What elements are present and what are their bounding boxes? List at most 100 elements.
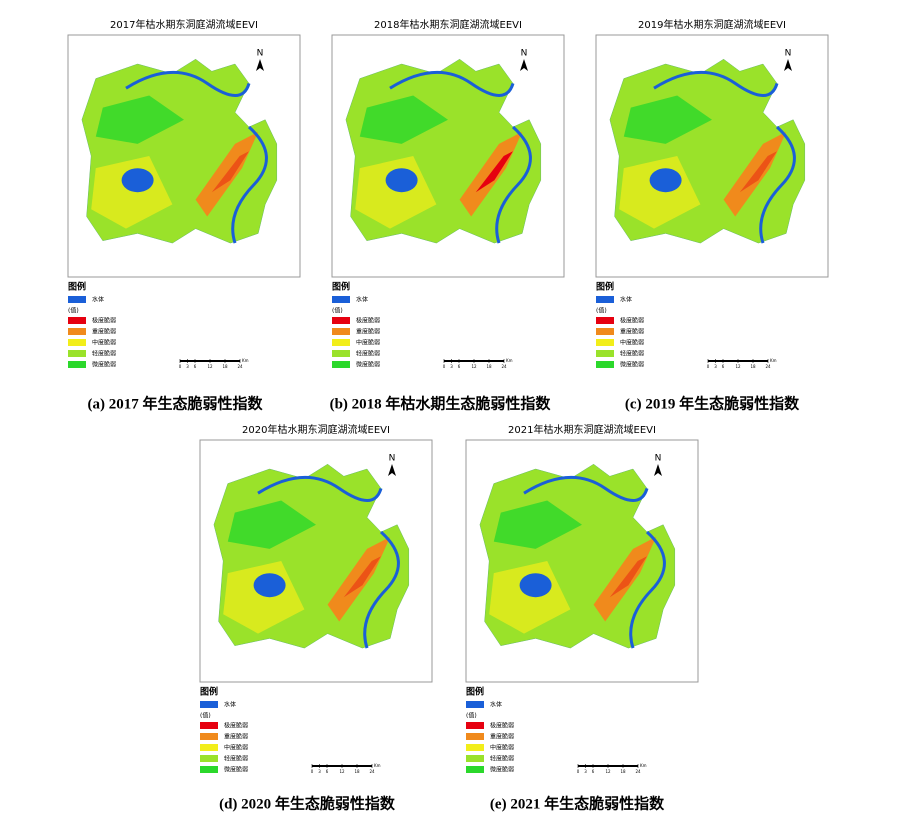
legend-label: 极度脆弱: [92, 317, 116, 325]
north-arrow-icon: [520, 59, 528, 71]
legend-swatch: [68, 350, 86, 357]
scale-label: 12: [339, 769, 345, 774]
legend-swatch: [596, 296, 614, 303]
caption: (a) 2017 年生态脆弱性指数: [88, 394, 264, 412]
scale-label: 0: [311, 769, 314, 774]
map-area-mid: [489, 561, 571, 634]
legend-swatch: [68, 296, 86, 303]
scale-label: 0: [443, 364, 446, 369]
legend-swatch: [68, 361, 86, 368]
legend-label: 微度脆弱: [490, 766, 514, 774]
scale-label: 0: [707, 364, 710, 369]
scale-label: 3: [714, 364, 717, 369]
legend-title: 图例: [68, 281, 86, 293]
map-area-extreme: [739, 151, 777, 193]
legend-title: 图例: [596, 281, 614, 293]
north-arrow: N: [389, 454, 396, 464]
legend-swatch: [596, 328, 614, 335]
caption: (d) 2020 年生态脆弱性指数: [219, 794, 396, 812]
map-title: 2018年枯水期东洞庭湖流域EEVI: [374, 18, 522, 31]
scale-label: 0: [577, 769, 580, 774]
legend-label: 极度脆弱: [224, 722, 248, 730]
river: [257, 476, 400, 649]
scale-unit: Km: [640, 763, 647, 768]
map-area-low: [227, 500, 316, 549]
legend-swatch: [200, 722, 218, 729]
legend-heading: (值): [596, 307, 607, 315]
legend-heading: (值): [68, 307, 79, 315]
scale-label: 24: [501, 364, 507, 369]
north-arrow-icon: [654, 464, 662, 476]
legend-label: 水体: [490, 701, 502, 709]
map-area-low: [623, 95, 712, 144]
legend-label: 极度脆弱: [620, 317, 644, 325]
scale-label: 18: [222, 364, 228, 369]
map-area-extreme: [211, 151, 249, 193]
legend-swatch: [466, 701, 484, 708]
legend-label: 重度脆弱: [490, 733, 514, 741]
scale-label: 6: [326, 769, 329, 774]
legend-heading: (值): [200, 712, 211, 720]
scale-unit: Km: [374, 763, 381, 768]
legend-swatch: [596, 339, 614, 346]
north-arrow: N: [785, 49, 792, 59]
scale-label: 18: [620, 769, 626, 774]
scale-label: 3: [584, 769, 587, 774]
legend-title: 图例: [332, 281, 350, 293]
legend-swatch: [332, 317, 350, 324]
legend-label: 重度脆弱: [620, 328, 644, 336]
map-area-high: [723, 131, 787, 217]
map-area-extreme: [475, 151, 513, 193]
legend-swatch: [200, 744, 218, 751]
legend-label: 轻度脆弱: [490, 755, 514, 763]
scale-label: 12: [471, 364, 477, 369]
scale-label: 24: [635, 769, 641, 774]
north-arrow-icon: [256, 59, 264, 71]
lake: [253, 573, 286, 598]
legend-swatch: [466, 722, 484, 729]
legend-label: 轻度脆弱: [356, 350, 380, 358]
legend-label: 水体: [356, 296, 368, 304]
legend-swatch: [466, 744, 484, 751]
legend-label: 极度脆弱: [490, 722, 514, 730]
legend-label: 中度脆弱: [356, 339, 380, 347]
map-area-mid: [91, 156, 173, 229]
legend-swatch: [200, 733, 218, 740]
legend-label: 中度脆弱: [620, 339, 644, 347]
caption: (c) 2019 年生态脆弱性指数: [625, 394, 800, 412]
north-arrow: N: [655, 454, 662, 464]
caption: (e) 2021 年生态脆弱性指数: [490, 794, 665, 812]
map-area-extreme: [343, 556, 381, 598]
legend-label: 中度脆弱: [490, 744, 514, 752]
legend-label: 中度脆弱: [92, 339, 116, 347]
scale-label: 24: [369, 769, 375, 774]
north-arrow-icon: [388, 464, 396, 476]
scale-label: 6: [194, 364, 197, 369]
scale-label: 3: [450, 364, 453, 369]
map-area-mid: [355, 156, 437, 229]
scale-unit: Km: [506, 358, 513, 363]
legend-label: 水体: [224, 701, 236, 709]
river: [523, 476, 666, 649]
legend-swatch: [200, 755, 218, 762]
map-title: 2017年枯水期东洞庭湖流域EEVI: [110, 18, 258, 31]
legend-swatch: [332, 350, 350, 357]
scale-label: 12: [735, 364, 741, 369]
river: [125, 71, 268, 244]
legend-label: 重度脆弱: [224, 733, 248, 741]
map-frame: [67, 34, 301, 278]
legend-swatch: [596, 317, 614, 324]
lake: [519, 573, 552, 598]
legend-heading: (值): [332, 307, 343, 315]
legend-swatch: [596, 350, 614, 357]
scale-label: 12: [605, 769, 611, 774]
scale-label: 6: [592, 769, 595, 774]
north-arrow: N: [521, 49, 528, 59]
scale-label: 0: [179, 364, 182, 369]
scale-label: 6: [458, 364, 461, 369]
legend-swatch: [466, 766, 484, 773]
scale-label: 6: [722, 364, 725, 369]
legend-label: 轻度脆弱: [620, 350, 644, 358]
